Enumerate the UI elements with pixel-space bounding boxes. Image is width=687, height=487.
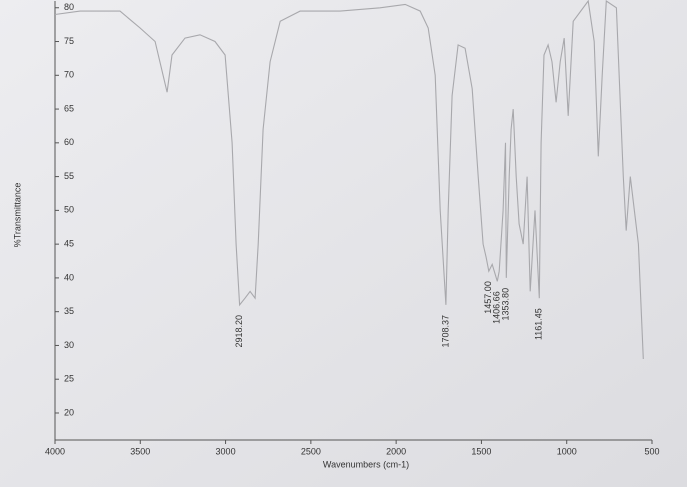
y-tick-label: 70 bbox=[64, 70, 74, 80]
peak-label: 1161.45 bbox=[534, 308, 544, 340]
y-tick-label: 25 bbox=[64, 374, 74, 384]
y-tick-label: 20 bbox=[64, 407, 74, 417]
y-tick-label: 60 bbox=[64, 137, 74, 147]
x-tick-label: 3500 bbox=[130, 446, 150, 456]
y-tick-label: 30 bbox=[64, 340, 74, 350]
peak-label: 1708.37 bbox=[440, 315, 450, 348]
y-tick-label: 65 bbox=[64, 103, 74, 113]
peak-label: 1406.66 bbox=[492, 291, 502, 324]
x-tick-label: 1500 bbox=[471, 446, 491, 456]
spectrum-line bbox=[54, 0, 644, 360]
y-tick-label: 80 bbox=[64, 2, 74, 12]
x-tick-label: 1000 bbox=[557, 446, 577, 456]
x-tick-label: 500 bbox=[644, 446, 659, 456]
y-tick-label: 45 bbox=[64, 239, 74, 249]
peak-label: 1457.00 bbox=[483, 281, 493, 314]
x-axis-label: Wavenumbers (cm-1) bbox=[323, 459, 409, 469]
peak-label: 2918.20 bbox=[234, 315, 244, 348]
y-tick-label: 55 bbox=[64, 171, 74, 181]
x-tick-label: 3000 bbox=[216, 446, 236, 456]
y-axis-label: %Transmittance bbox=[12, 183, 22, 248]
x-tick-label: 2500 bbox=[301, 446, 321, 456]
x-tick-label: 4000 bbox=[45, 446, 65, 456]
peak-label: 1353.80 bbox=[501, 288, 511, 321]
x-tick-label: 2000 bbox=[386, 446, 406, 456]
y-tick-label: 35 bbox=[64, 306, 74, 316]
y-tick-label: 50 bbox=[64, 205, 74, 215]
y-tick-label: 75 bbox=[64, 36, 74, 46]
y-tick-label: 40 bbox=[64, 272, 74, 282]
